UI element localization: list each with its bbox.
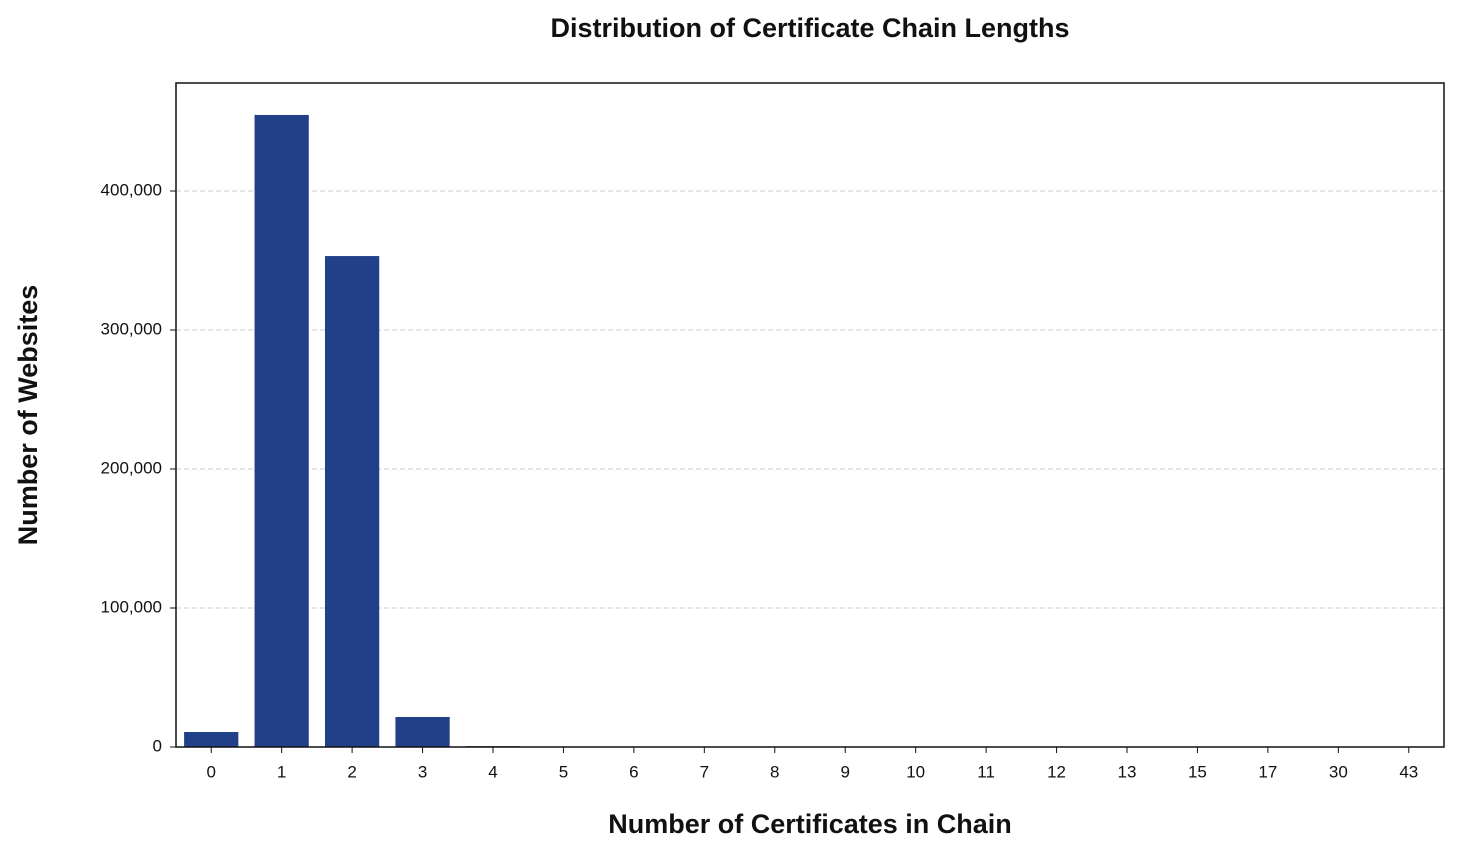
y-tick-label: 400,000 [101,180,162,199]
x-tick-label: 6 [629,762,638,781]
x-tick-label: 7 [700,762,709,781]
y-tick-label: 0 [153,736,162,755]
x-tick-label: 30 [1329,762,1348,781]
bar [184,731,239,747]
x-tick-label: 12 [1047,762,1066,781]
x-tick-label: 10 [906,762,925,781]
bar [254,114,309,748]
x-tick-label: 3 [418,762,427,781]
y-axis-label: Number of Websites [13,285,43,546]
x-tick-label: 15 [1188,762,1207,781]
x-tick-label: 5 [559,762,568,781]
x-tick-label: 13 [1118,762,1137,781]
y-tick-label: 300,000 [101,319,162,338]
plot-frame [175,82,1445,748]
x-tick-label: 43 [1399,762,1418,781]
x-tick-label: 0 [206,762,215,781]
bar [324,256,380,747]
x-axis-label: Number of Certificates in Chain [608,809,1012,839]
x-tick-label: 9 [840,762,849,781]
bar [395,716,450,747]
x-tick-label: 11 [977,762,995,781]
x-tick-label: 1 [277,762,286,781]
x-tick-label: 8 [770,762,779,781]
x-tick-label: 2 [347,762,356,781]
y-tick-label: 200,000 [101,458,162,477]
x-tick-label: 17 [1258,762,1277,781]
x-tick-label: 4 [488,762,497,781]
chart-title: Distribution of Certificate Chain Length… [550,13,1069,43]
y-tick-label: 100,000 [101,597,162,616]
